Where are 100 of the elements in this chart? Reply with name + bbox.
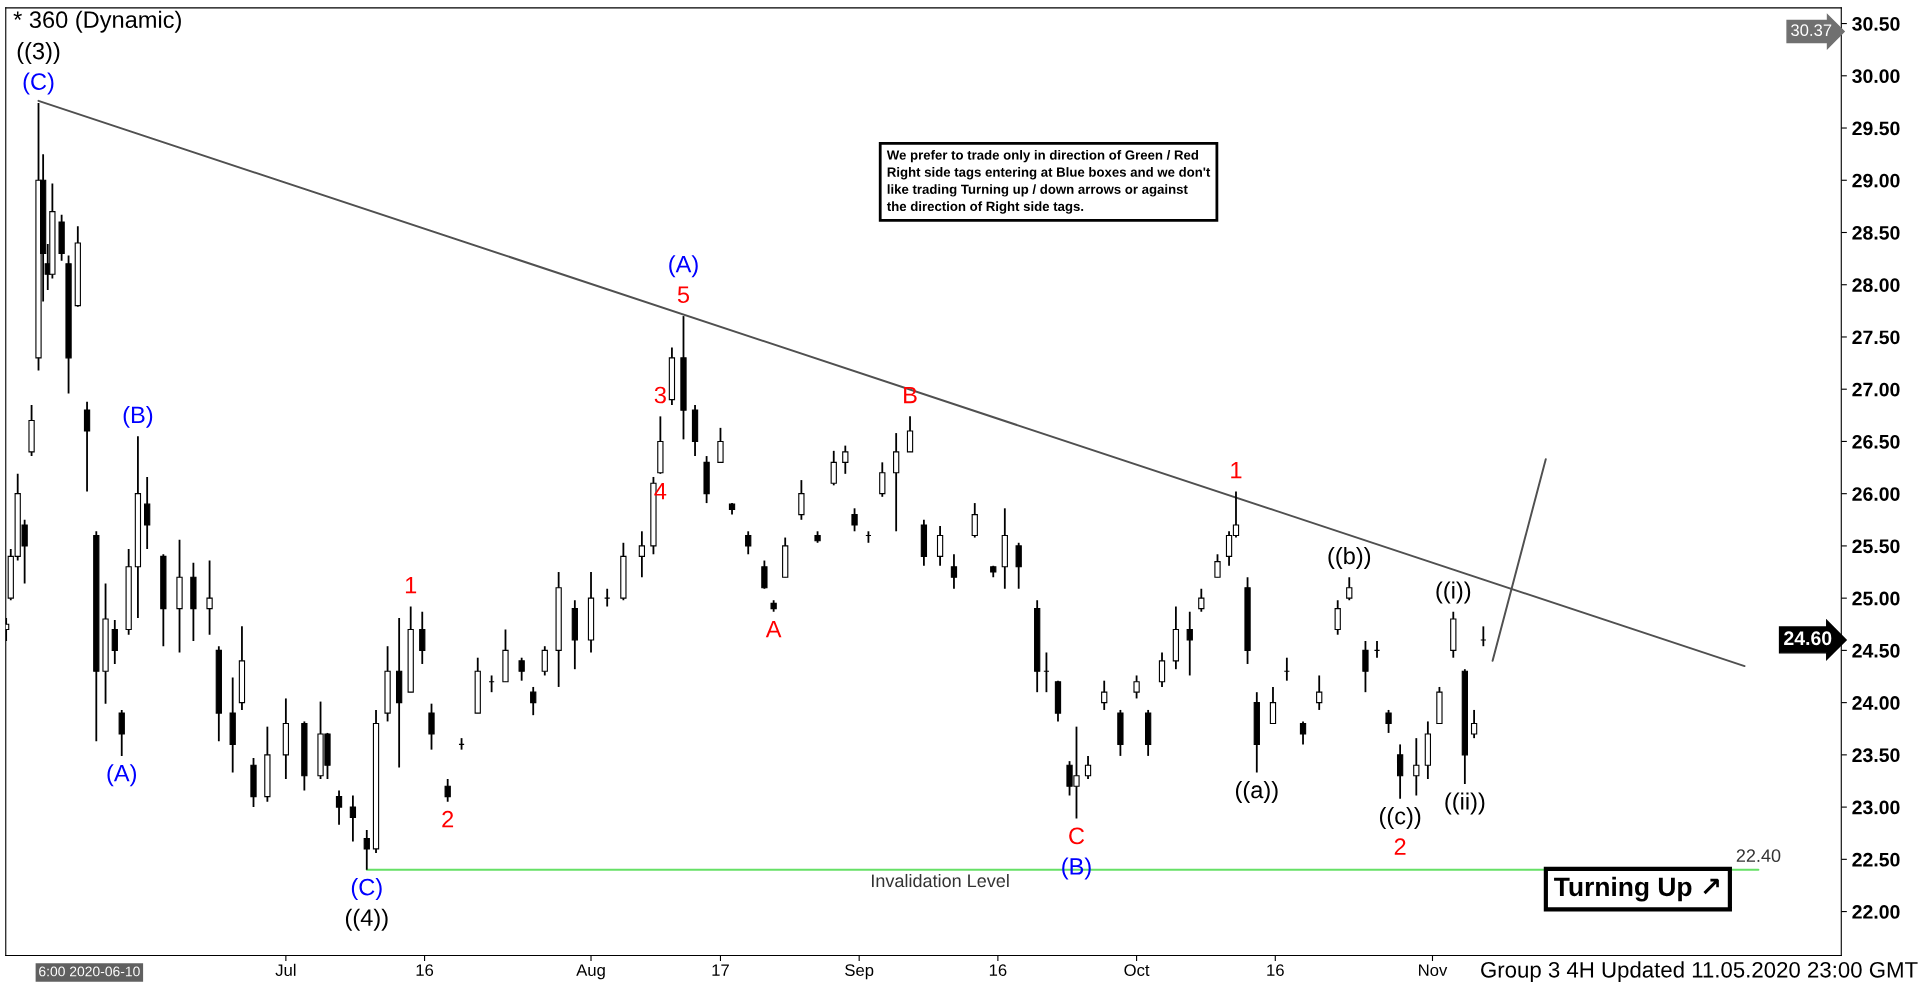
annotation: Invalidation Level [872,873,1009,888]
candlestick [1346,576,1353,602]
candlestick [363,829,370,871]
annotation: (C) [23,72,54,95]
y-tick-label: 30.00 [1852,69,1900,84]
candlestick [144,476,151,550]
annotation: ((4)) [345,908,388,931]
candlestick [444,777,451,803]
candlestick [1299,720,1307,746]
y-tick-label: 24.50 [1852,643,1900,658]
candlestick [1470,709,1478,740]
y-tick-label: 24.00 [1852,696,1900,710]
annotation: C [1069,827,1085,845]
candlestick [971,502,978,539]
x-tick-label: Sep [845,964,874,980]
candlestick [851,507,858,533]
annotation: 2 [1394,838,1406,855]
chart-title: * 360 (Dynamic) [13,10,181,33]
y-tick-label: 29.00 [1852,173,1900,188]
y-tick-label: 22.50 [1852,852,1900,867]
candlestick [936,525,944,567]
y-tick-label: 23.00 [1852,800,1900,815]
annotation: 2 [442,810,454,828]
annotation: ((c)) [1379,807,1421,830]
x-tick-label: 16 [416,964,434,977]
annotation: 22.40 [1736,849,1781,863]
annotation: B [904,386,917,404]
candlestick [1334,599,1341,636]
y-tick-label: 27.00 [1852,382,1900,397]
y-tick-label: 25.00 [1852,591,1900,606]
annotation: A [765,620,782,638]
candlestick [118,709,125,757]
y-tick-label: 23.50 [1852,748,1900,763]
x-tick-label: Aug [576,964,605,980]
y-tick-label: 29.50 [1852,121,1900,136]
candlestick [419,610,426,665]
annotation: (B) [123,405,153,428]
annotation: 1 [1231,462,1242,479]
annotation: 1 [405,577,417,594]
candlestick [745,530,752,556]
candlestick [428,702,435,751]
annotation: ((i)) [1436,581,1471,604]
x-tick-label: 16 [989,964,1007,977]
candlestick [518,656,525,682]
candlestick [206,559,213,636]
candlestick [893,432,900,533]
candlestick [83,400,91,493]
candlestick [1269,686,1277,725]
candlestick [879,461,886,498]
candlestick [1198,587,1205,613]
annotation: ((b)) [1328,546,1371,569]
y-tick-label: 26.50 [1852,434,1900,449]
annotation: 24.60 [1784,631,1832,646]
candlestick [842,444,849,475]
candlestick [1158,651,1166,688]
x-tick-label: Jul [275,963,296,977]
text: 6:00 2020-06-10 [39,966,140,977]
y-tick-label: 25.50 [1852,539,1900,554]
x-tick-label: Oct [1124,964,1150,977]
y-tick-label: 26.00 [1852,487,1900,501]
annotation: (C) [351,878,382,901]
candlestick [349,794,357,843]
text: Group 3 4H Updated 11.05.2020 23:00 GMT [1481,961,1918,983]
candlestick [798,479,805,521]
candlestick [1316,674,1323,711]
candlestick [1133,674,1140,700]
candlestick [1362,640,1369,694]
candlestick [761,559,768,590]
x-tick-label: 16 [1267,964,1284,977]
x-tick-label: 17 [712,964,729,976]
y-tick-label: 28.00 [1852,278,1900,292]
candlestick [1413,737,1420,797]
candlestick [1385,709,1392,734]
candlestick [1186,610,1193,677]
annotation: ((ii)) [1445,792,1485,815]
candlestick [335,789,343,826]
annotation: (A) [107,764,136,787]
x-tick-label: Nov [1419,964,1448,977]
candlestick [541,645,548,677]
annotation: 5 [677,286,690,304]
candlestick [1015,541,1022,590]
candlestick [530,686,537,717]
candlestick [1084,755,1092,780]
candlestick [906,415,914,453]
candlestick [950,553,958,590]
y-tick-label: 30.50 [1852,17,1900,31]
y-tick-label: 22.00 [1852,905,1900,919]
annotation: 30.37 [1791,24,1832,37]
candlestick [111,619,118,665]
y-tick-label: 27.50 [1852,330,1900,345]
candlestick [638,530,646,579]
annotation: ((3)) [17,42,60,65]
candlestick [830,449,837,487]
candlestick [717,426,724,464]
annotation: (A) [669,255,698,278]
annotation: We prefer to trade only in direction of Green / Red Right side tags entering at Blue boxes and we don't like trading Turning up / down arrows or against the direction of Right side tags. [886,150,1211,214]
candlestick [1101,679,1108,711]
annotation: Turning Up ↗ [1554,876,1719,902]
annotation: ((a)) [1235,780,1278,803]
y-tick-label: 28.50 [1852,225,1900,240]
